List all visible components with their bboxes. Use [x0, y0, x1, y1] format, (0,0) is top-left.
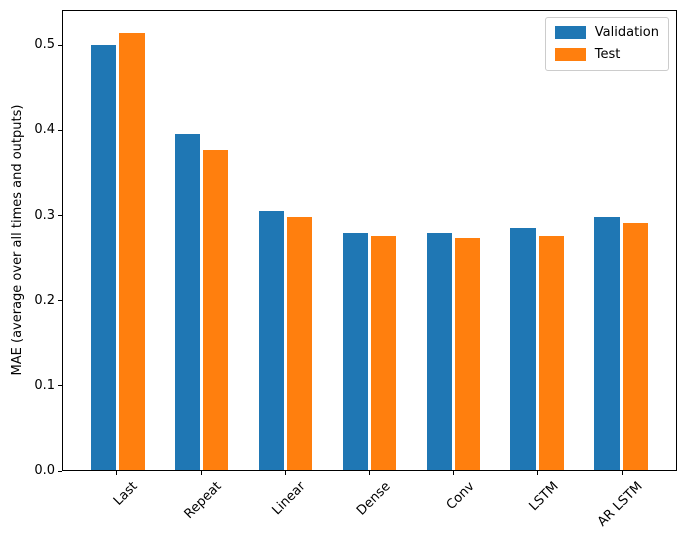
bar — [510, 227, 536, 470]
y-tick-label: 0.3 — [34, 207, 55, 223]
bar — [174, 134, 200, 470]
bar — [203, 150, 229, 470]
x-tick-mark — [621, 471, 623, 475]
y-tick-label: 0.5 — [34, 37, 55, 53]
bar — [119, 33, 145, 470]
y-tick-mark — [58, 215, 62, 217]
bar — [539, 236, 565, 470]
y-tick-mark — [58, 300, 62, 302]
plot-area: Validation Test — [62, 10, 677, 471]
bar — [455, 237, 481, 470]
y-tick-mark — [58, 470, 62, 472]
bar — [90, 45, 117, 470]
legend-swatch-icon — [554, 26, 586, 39]
legend-label: Validation — [594, 25, 659, 40]
x-tick-label: Last — [110, 479, 141, 509]
y-tick-label: 0.2 — [34, 292, 55, 308]
legend: Validation Test — [544, 17, 669, 71]
x-tick-mark — [369, 471, 370, 475]
bar — [426, 232, 452, 470]
y-tick-label: 0.1 — [34, 377, 55, 393]
legend-swatch-icon — [554, 48, 586, 61]
x-tick-mark — [453, 471, 455, 475]
legend-entry: Validation — [554, 23, 659, 42]
y-tick-mark — [58, 129, 62, 131]
y-axis-label: MAE (average over all times and outputs) — [10, 104, 25, 376]
x-tick-mark — [284, 471, 286, 475]
x-tick-mark — [200, 471, 202, 475]
bar — [258, 210, 284, 470]
bar — [287, 216, 313, 470]
x-tick-mark — [116, 471, 118, 475]
y-tick-mark — [58, 385, 62, 387]
bar — [342, 232, 368, 470]
y-tick-mark — [58, 44, 62, 46]
y-tick-label: 0.4 — [34, 122, 55, 138]
bar — [371, 236, 397, 470]
bar — [594, 217, 620, 470]
y-tick-label: 0.0 — [34, 463, 55, 478]
legend-entry: Test — [554, 45, 659, 64]
x-tick-mark — [537, 471, 539, 475]
bar — [622, 223, 649, 470]
legend-label: Test — [594, 47, 621, 62]
